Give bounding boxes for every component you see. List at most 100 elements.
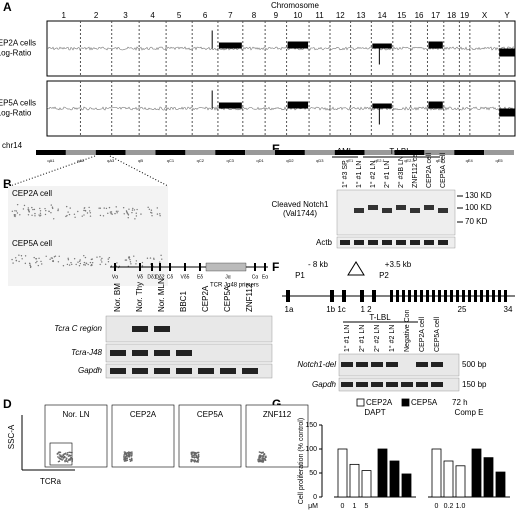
band bbox=[304, 150, 335, 155]
signal-dot bbox=[21, 258, 23, 260]
signal-dot bbox=[29, 264, 31, 266]
event bbox=[66, 451, 69, 454]
exon bbox=[390, 290, 393, 302]
signal-dot bbox=[32, 208, 34, 211]
signal-dot bbox=[73, 257, 76, 260]
signal-dot bbox=[85, 262, 88, 265]
event bbox=[69, 458, 71, 461]
bar bbox=[389, 460, 400, 498]
event bbox=[125, 459, 128, 462]
signal-dot bbox=[75, 263, 77, 266]
signal-dot bbox=[84, 264, 87, 266]
event bbox=[259, 459, 262, 462]
y-tick-label: 100 bbox=[305, 446, 317, 453]
exon bbox=[432, 290, 435, 302]
signal-dot bbox=[126, 212, 129, 214]
signal-dot bbox=[108, 256, 111, 259]
event bbox=[197, 451, 200, 454]
map-label: P1 bbox=[295, 271, 305, 280]
event bbox=[131, 458, 133, 460]
line bbox=[109, 155, 169, 187]
signal-dot bbox=[74, 216, 76, 218]
track-label: Log-Ratio bbox=[0, 109, 32, 118]
signal-dot bbox=[160, 254, 162, 257]
signal-dot bbox=[20, 255, 23, 257]
band bbox=[154, 326, 170, 332]
band bbox=[371, 362, 383, 367]
band bbox=[176, 368, 192, 374]
chromosome-label: 5 bbox=[177, 11, 182, 20]
event bbox=[259, 451, 262, 454]
band bbox=[36, 150, 66, 155]
chromosome-label: 16 bbox=[415, 11, 424, 20]
gain-block bbox=[428, 41, 443, 49]
event bbox=[64, 460, 66, 463]
signal-dot bbox=[83, 261, 86, 264]
signal-dot bbox=[86, 212, 89, 214]
signal-dot bbox=[83, 214, 85, 216]
exon bbox=[486, 290, 489, 302]
lane-label: CEP5A bbox=[223, 285, 232, 312]
signal-dot bbox=[79, 262, 82, 265]
ideogram-label: chr14 bbox=[2, 141, 23, 150]
event bbox=[195, 460, 197, 463]
band bbox=[341, 362, 353, 367]
row-label: Gapdh bbox=[312, 380, 337, 389]
event bbox=[194, 451, 196, 454]
band bbox=[454, 150, 485, 155]
event bbox=[68, 454, 71, 457]
chromosome-label: 14 bbox=[378, 11, 387, 20]
x-tick-label: 0 bbox=[435, 503, 439, 510]
x-tick-label: 0.2 bbox=[444, 503, 454, 510]
event bbox=[261, 451, 263, 454]
bar bbox=[349, 463, 360, 498]
exon bbox=[444, 290, 447, 302]
signal-dot bbox=[122, 206, 125, 209]
signal-dot bbox=[131, 209, 134, 211]
event bbox=[265, 455, 267, 457]
event bbox=[129, 453, 131, 455]
signal-dot bbox=[83, 207, 86, 209]
band bbox=[356, 362, 368, 367]
signal-dot bbox=[88, 206, 90, 209]
band-label: qD1 bbox=[256, 158, 264, 163]
event bbox=[193, 460, 196, 463]
bar bbox=[377, 448, 388, 498]
chromosome-label: 18 bbox=[447, 11, 456, 20]
signal-dot bbox=[110, 212, 112, 215]
band-label: qC2 bbox=[197, 158, 205, 163]
signal-dot bbox=[99, 263, 101, 266]
band bbox=[125, 150, 156, 155]
event bbox=[67, 459, 70, 462]
signal-dot bbox=[37, 264, 40, 267]
signal-dot bbox=[19, 214, 21, 216]
lane-label: CEP5A cell bbox=[440, 153, 447, 188]
trace bbox=[46, 106, 515, 111]
lane-label: 1° #2 LN bbox=[369, 161, 377, 188]
band-label: qA3 bbox=[107, 158, 115, 163]
band-label: qB bbox=[138, 158, 143, 163]
signal-dot bbox=[111, 213, 113, 215]
x-tick-label: 0 bbox=[341, 503, 345, 510]
loss-block bbox=[499, 48, 515, 57]
signal-dot bbox=[107, 258, 109, 260]
event bbox=[131, 459, 133, 462]
bar bbox=[471, 448, 482, 498]
event bbox=[129, 451, 132, 454]
signal-dot bbox=[107, 261, 110, 263]
signal-dot bbox=[134, 218, 136, 220]
marker-label: 70 KD bbox=[465, 217, 487, 226]
event bbox=[128, 458, 131, 461]
signal-dot bbox=[83, 254, 85, 257]
signal-dot bbox=[127, 214, 130, 216]
band bbox=[386, 362, 398, 367]
signal-dot bbox=[129, 258, 131, 261]
event bbox=[124, 451, 127, 454]
signal-dot bbox=[57, 209, 59, 212]
plot-box bbox=[111, 404, 175, 468]
panel-label: D bbox=[3, 397, 12, 411]
axis-label: SSC-A bbox=[7, 424, 16, 449]
exon bbox=[504, 290, 507, 302]
signal-dot bbox=[149, 257, 152, 259]
